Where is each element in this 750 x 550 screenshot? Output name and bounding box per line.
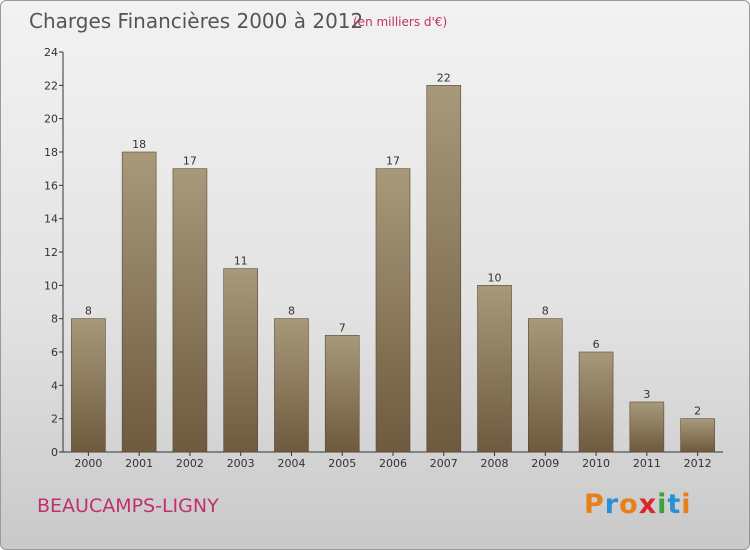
logo-letter: t [667,489,682,520]
y-tick-label: 20 [44,113,58,126]
logo-letter: i [657,489,668,520]
bar-2009[interactable] [528,318,563,453]
logo-letter: x [638,489,658,520]
x-tick-label: 2009 [531,457,559,470]
logo-letter: P [584,489,605,520]
x-tick-label: 2000 [74,457,102,470]
chart-title: Charges Financières 2000 à 2012 [29,9,364,33]
x-tick-label: 2010 [582,457,610,470]
y-tick-label: 14 [44,213,58,226]
data-label-2006: 17 [386,155,400,168]
data-label-2009: 8 [542,305,549,318]
x-tick-label: 2004 [277,457,305,470]
data-label-2011: 3 [643,388,650,401]
x-tick-label: 2007 [430,457,458,470]
town-name: BEAUCAMPS-LIGNY [37,495,219,517]
bar-2001[interactable] [121,151,157,453]
logo-letter: i [681,489,692,520]
y-tick-label: 12 [44,246,58,259]
bar-2011[interactable] [629,401,665,453]
data-label-2007: 22 [437,71,451,84]
y-tick-label: 6 [51,346,58,359]
y-tick-label: 18 [44,146,58,159]
y-tick-label: 4 [51,379,58,392]
y-tick-label: 0 [51,446,58,459]
bar-2006[interactable] [375,168,411,453]
x-tick-label: 2008 [481,457,509,470]
data-label-2005: 7 [339,321,346,334]
bar-2000[interactable] [71,318,106,453]
data-label-2003: 11 [234,255,248,268]
y-tick-label: 10 [44,279,58,292]
data-label-2002: 17 [183,155,197,168]
y-tick-label: 16 [44,179,58,192]
bar-2002[interactable] [172,168,208,453]
x-tick-label: 2011 [633,457,661,470]
data-label-2010: 6 [593,338,600,351]
bar-2010[interactable] [578,351,614,453]
proxiti-logo[interactable]: Proxiti [584,489,692,520]
data-label-2012: 2 [694,405,701,418]
x-tick-label: 2003 [227,457,255,470]
logo-letter: o [619,489,639,520]
y-tick-label: 2 [51,413,58,426]
x-tick-label: 2005 [328,457,356,470]
bar-2005[interactable] [324,335,360,453]
chart-subtitle: (en milliers d'€) [353,15,448,29]
bar-2012[interactable] [680,418,715,453]
y-tick-label: 8 [51,313,58,326]
y-tick-label: 24 [44,46,58,59]
data-label-2000: 8 [85,305,92,318]
data-label-2008: 10 [488,271,502,284]
y-tick-label: 22 [44,79,58,92]
x-tick-label: 2012 [684,457,712,470]
logo-letter: r [604,489,620,520]
data-label-2004: 8 [288,305,295,318]
x-tick-label: 2006 [379,457,407,470]
data-label-2001: 18 [132,138,146,151]
bar-2004[interactable] [274,318,309,453]
x-tick-label: 2001 [125,457,153,470]
bar-2003[interactable] [223,268,258,453]
bar-2008[interactable] [477,285,512,453]
x-tick-label: 2002 [176,457,204,470]
bar-2007[interactable] [426,85,462,453]
